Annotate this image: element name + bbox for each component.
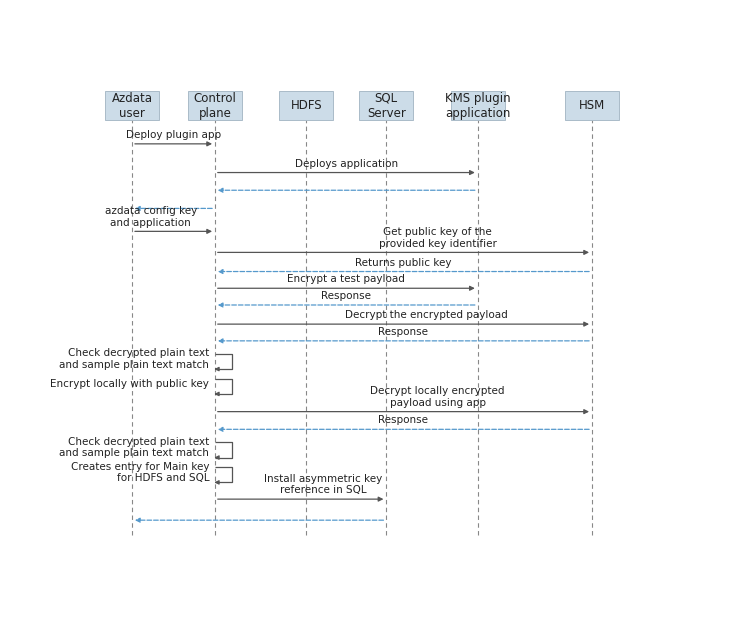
Text: Deploy plugin app: Deploy plugin app [126,130,221,140]
Text: Encrypt a test payload: Encrypt a test payload [287,274,405,284]
Text: azdata config key
and application: azdata config key and application [105,206,197,227]
Text: Creates entry for Main key
for HDFS and SQL: Creates entry for Main key for HDFS and … [71,461,209,483]
Text: Check decrypted plain text
and sample plain text match: Check decrypted plain text and sample pl… [60,348,209,370]
FancyBboxPatch shape [188,91,242,120]
Text: HDFS: HDFS [290,99,322,112]
Text: Azdata
user: Azdata user [111,92,153,120]
Text: Control
plane: Control plane [194,92,237,120]
Text: Response: Response [321,291,371,301]
Text: Encrypt locally with public key: Encrypt locally with public key [50,379,209,389]
Text: Get public key of the
provided key identifier: Get public key of the provided key ident… [379,227,497,248]
FancyBboxPatch shape [279,91,333,120]
FancyBboxPatch shape [565,91,619,120]
Text: SQL
Server: SQL Server [367,92,405,120]
FancyBboxPatch shape [450,91,505,120]
Text: Install asymmetric key
reference in SQL: Install asymmetric key reference in SQL [265,474,383,496]
Text: Deploys application: Deploys application [295,159,398,169]
Text: Check decrypted plain text
and sample plain text match: Check decrypted plain text and sample pl… [60,437,209,458]
Text: Response: Response [378,327,428,337]
Text: Decrypt locally encrypted
payload using app: Decrypt locally encrypted payload using … [371,386,505,408]
Text: Response: Response [378,415,428,425]
Text: Returns public key: Returns public key [355,258,452,268]
Text: HSM: HSM [579,99,605,112]
Text: Decrypt the encrypted payload: Decrypt the encrypted payload [345,310,508,320]
FancyBboxPatch shape [359,91,413,120]
Text: KMS plugin
application: KMS plugin application [445,92,511,120]
FancyBboxPatch shape [105,91,159,120]
